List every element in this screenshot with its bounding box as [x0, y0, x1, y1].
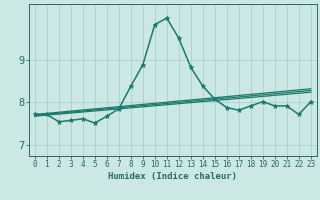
X-axis label: Humidex (Indice chaleur): Humidex (Indice chaleur) — [108, 172, 237, 181]
